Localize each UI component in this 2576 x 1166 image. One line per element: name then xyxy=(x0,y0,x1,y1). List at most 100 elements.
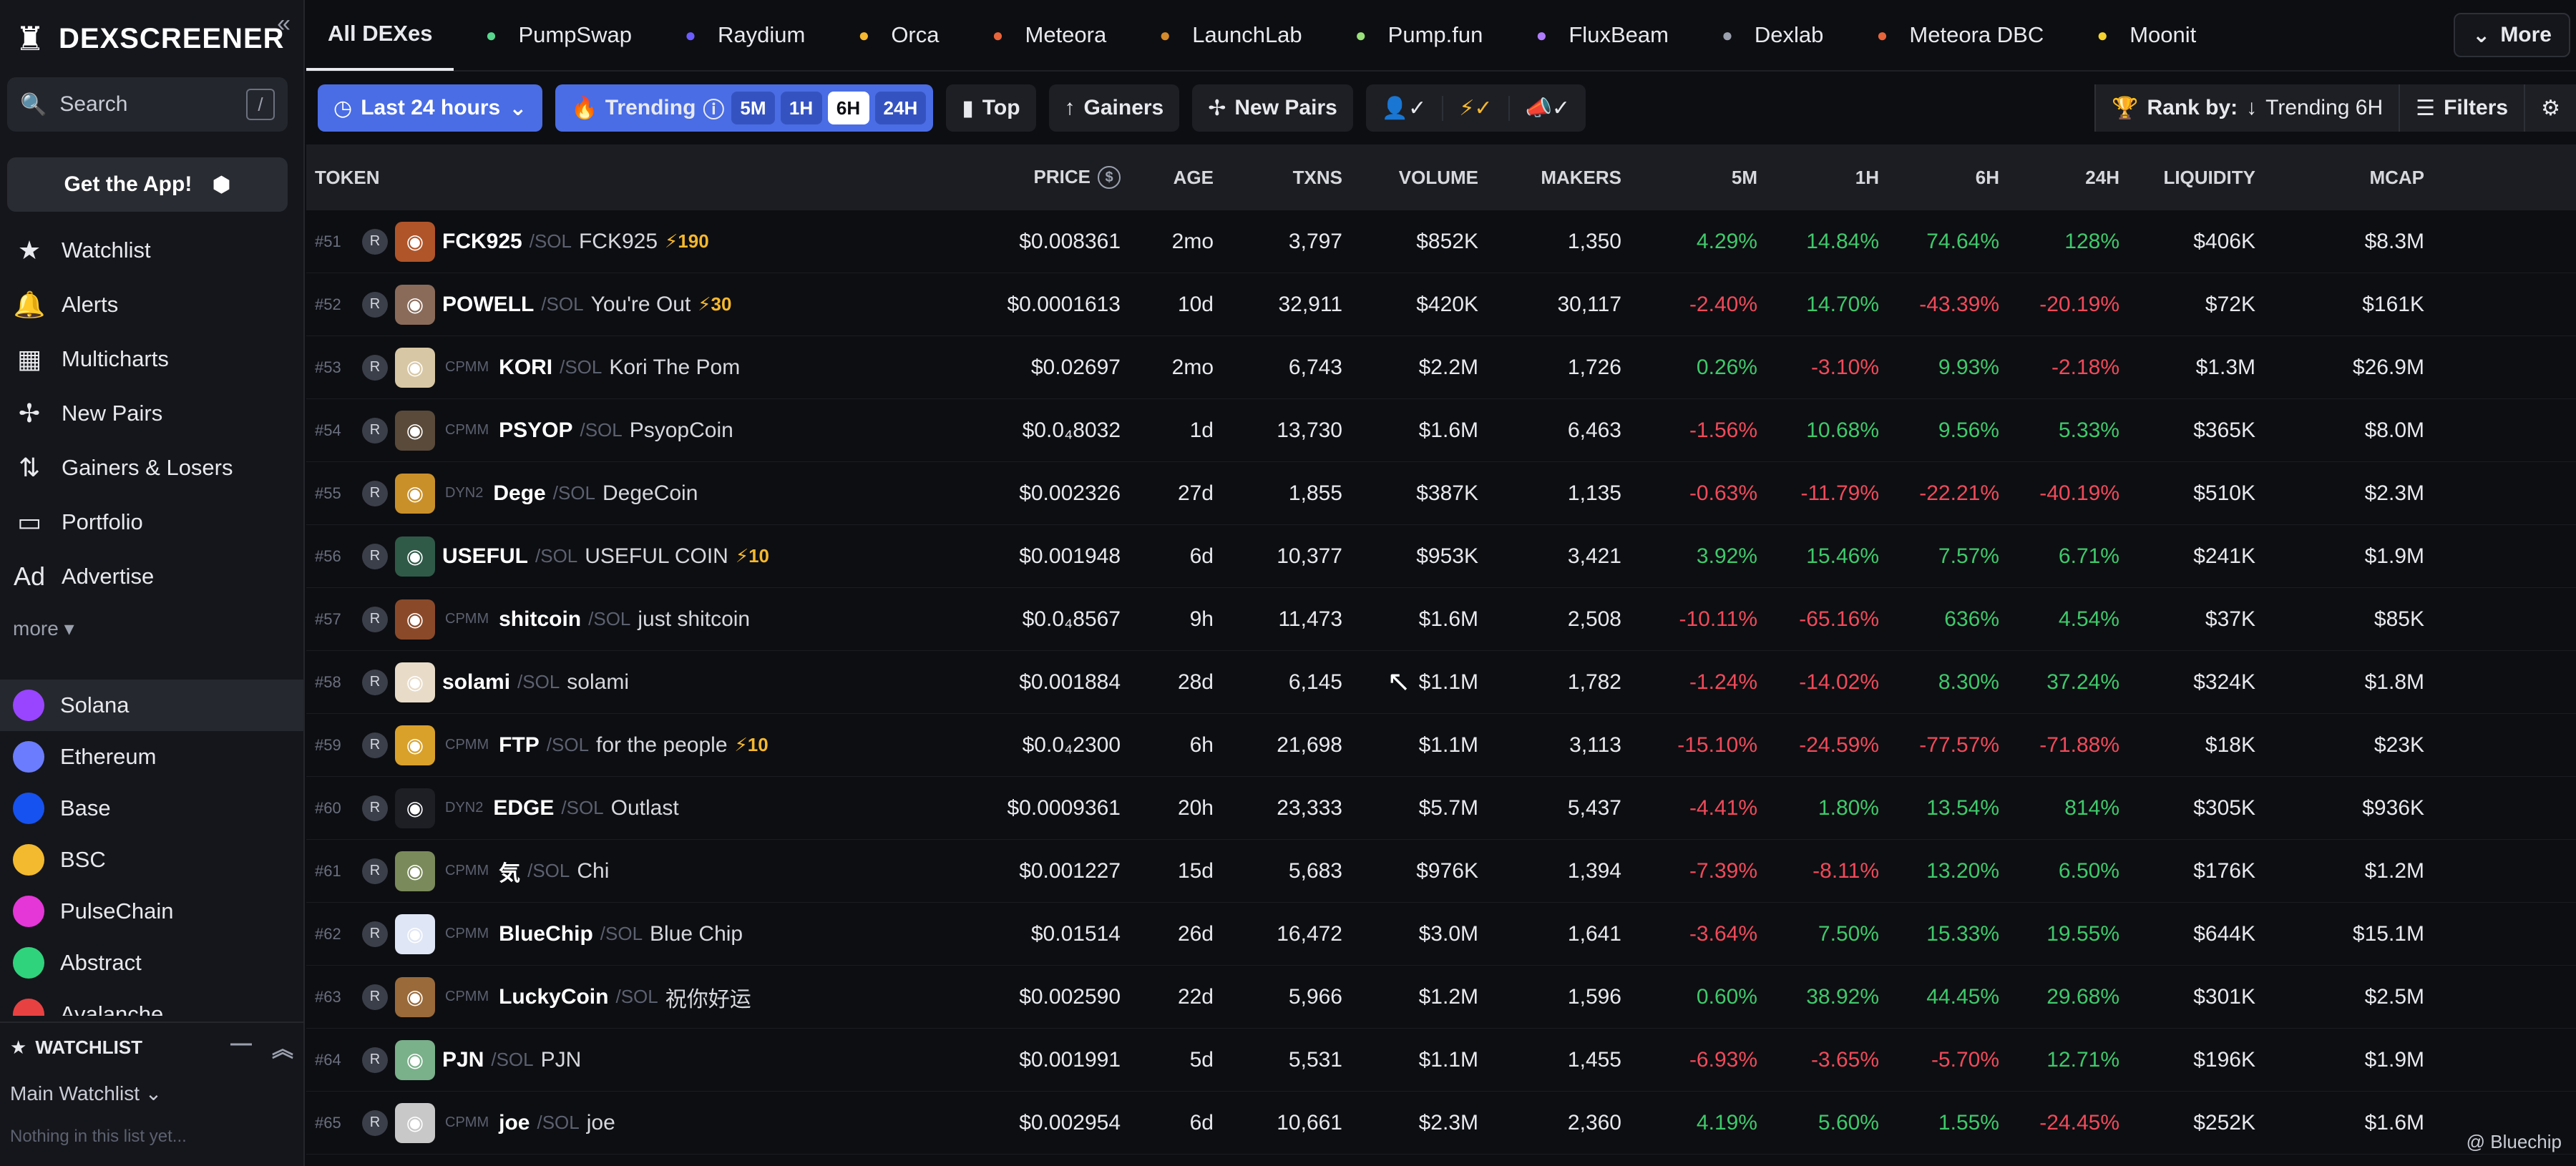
quote-symbol: /SOL xyxy=(600,923,643,944)
collapse-sidebar-icon[interactable]: « xyxy=(277,10,291,37)
tab-meteora-dbc[interactable]: ● Meteora DBC xyxy=(1845,0,2065,71)
table-row[interactable]: #58 R ◉ solami/SOL solami $0.001884 28d 6,145 $1… xyxy=(306,651,2576,714)
trophy-icon: 🏆 xyxy=(2112,96,2139,120)
boost-check-icon[interactable]: ⚡✓ xyxy=(1443,95,1510,121)
rank-by-button[interactable]: 🏆 Rank by: ↓ Trending 6H xyxy=(2094,84,2399,132)
tab-pump-fun[interactable]: ● Pump.fun xyxy=(1324,0,1505,71)
column-header-liquidity[interactable]: LIQUIDITY xyxy=(2163,166,2255,188)
table-row[interactable]: #54 R ◉ CPMM PSYOP/SOL PsyopCoin $0.0₄8032 1d 13… xyxy=(306,399,2576,462)
txns-cell: 16,472 xyxy=(1277,921,1342,946)
table-row[interactable]: #61 R ◉ CPMM 気/SOL Chi $0.001227 15d 5,683 $976K 1… xyxy=(306,840,2576,903)
tab-moonit[interactable]: ● Moonit xyxy=(2065,0,2218,71)
column-header-6h[interactable]: 6H xyxy=(1975,166,1999,188)
user-check-icon[interactable]: 👤✓ xyxy=(1366,95,1444,121)
table-row[interactable]: #53 R ◉ CPMM KORI/SOL Kori The Pom $0.02697 2mo… xyxy=(306,336,2576,399)
column-header-volume[interactable]: VOLUME xyxy=(1398,166,1478,188)
tab-fluxbeam[interactable]: ● FluxBeam xyxy=(1504,0,1690,71)
column-header-5m[interactable]: 5M xyxy=(1731,166,1757,188)
sidebar-item-alerts[interactable]: 🔔 Alerts xyxy=(0,278,303,332)
h6-cell: 9.93% xyxy=(1938,355,1999,379)
makers-cell: 1,135 xyxy=(1567,481,1621,505)
chain-item-bsc[interactable]: BSC xyxy=(0,834,303,886)
chain-item-ethereum[interactable]: Ethereum xyxy=(0,731,303,783)
volume-cell: $1.1M xyxy=(1418,670,1478,694)
get-app-button[interactable]: Get the App! ⬢ xyxy=(7,157,288,212)
tab-label: Raydium xyxy=(717,22,806,47)
m5-cell: 0.26% xyxy=(1696,355,1757,379)
sidebar-item-multicharts[interactable]: ▦ Multicharts xyxy=(0,332,303,386)
column-header-mcap[interactable]: MCAP xyxy=(2369,166,2424,188)
tab-all-dexes[interactable]: All DEXes xyxy=(306,0,454,71)
segment-1h[interactable]: 1H xyxy=(780,92,822,124)
collapse-up-icon[interactable]: ︽ xyxy=(272,1038,293,1062)
table-row[interactable]: #60 R ◉ DYN2 EDGE/SOL Outlast $0.0009361 20h 23,… xyxy=(306,777,2576,840)
tab-label: FluxBeam xyxy=(1568,22,1669,47)
table-row[interactable]: #64 R ◉ PJN/SOL PJN $0.001991 5d 5,531 $1.1M 1,45… xyxy=(306,1029,2576,1092)
table-row[interactable]: #55 R ◉ DYN2 Dege/SOL DegeCoin $0.002326 27d 1,8… xyxy=(306,462,2576,525)
age-cell: 2mo xyxy=(1171,229,1214,253)
table-row[interactable]: #51 R ◉ FCK925/SOL FCK925 ⚡190 $0.008361 2mo 3,7… xyxy=(306,210,2576,273)
makers-cell: 3,421 xyxy=(1567,544,1621,568)
dex-tabs: All DEXes ● PumpSwap ● Raydium ● Orca ● Meteora ●… xyxy=(306,0,2576,72)
new-pairs-button[interactable]: ✢ New Pairs xyxy=(1192,84,1353,132)
makers-cell: 1,394 xyxy=(1567,858,1621,883)
logo[interactable]: ♜ DEXSCREENER xyxy=(10,17,285,60)
price-cell: $0.002954 xyxy=(1019,1110,1121,1135)
segment-24h[interactable]: 24H xyxy=(874,92,927,124)
sidebar-item-portfolio[interactable]: ▭ Portfolio xyxy=(0,495,303,549)
period-select[interactable]: ◷ Last 24 hours ⌄ xyxy=(318,84,543,132)
tab-dexlab[interactable]: ● Dexlab xyxy=(1690,0,1845,71)
sidebar-item-gainers-losers[interactable]: ⇅ Gainers & Losers xyxy=(0,441,303,495)
chain-item-pulsechain[interactable]: PulseChain xyxy=(0,886,303,937)
currency-toggle-icon[interactable]: $ xyxy=(1098,166,1121,189)
more-link[interactable]: more ▾ xyxy=(13,617,74,640)
orca-icon: ● xyxy=(858,24,870,46)
chain-item-abstract[interactable]: Abstract xyxy=(0,937,303,989)
table-row[interactable]: #52 R ◉ POWELL/SOL You're Out ⚡30 $0.0001613 10… xyxy=(306,273,2576,336)
sidebar-item-advertise[interactable]: Ad Advertise xyxy=(0,549,303,604)
filters-button[interactable]: ☰ Filters xyxy=(2399,84,2524,132)
tab-launchlab[interactable]: ● LaunchLab xyxy=(1128,0,1323,71)
ethereum-icon xyxy=(13,741,44,773)
watchlist-select[interactable]: Main Watchlist ⌄ xyxy=(0,1072,303,1115)
liquidity-cell: $37K xyxy=(2205,607,2255,631)
column-header-age[interactable]: AGE xyxy=(1173,166,1214,188)
column-header-1h[interactable]: 1H xyxy=(1855,166,1879,188)
segment-5m[interactable]: 5M xyxy=(731,92,775,124)
tab-pumpswap[interactable]: ● PumpSwap xyxy=(454,0,653,71)
chain-item-avalanche[interactable]: Avalanche xyxy=(0,989,303,1016)
table-row[interactable]: #56 R ◉ USEFUL/SOL USEFUL COIN ⚡10 $0.001948 6d… xyxy=(306,525,2576,588)
chain-item-base[interactable]: Base xyxy=(0,783,303,834)
tab-orca[interactable]: ● Orca xyxy=(826,0,960,71)
tab-raydium[interactable]: ● Raydium xyxy=(653,0,826,71)
table-row[interactable]: #65 R ◉ CPMM joe/SOL joe $0.002954 6d 10,661 $2.3… xyxy=(306,1092,2576,1155)
dex-badge-icon: R xyxy=(362,732,388,758)
table-row[interactable]: #62 R ◉ CPMM BlueChip/SOL Blue Chip $0.01514 26… xyxy=(306,903,2576,966)
mcap-cell: $8.0M xyxy=(2364,418,2424,442)
trending-toggle[interactable]: 🔥 Trending ⓘ 5M 1H 6H 24H xyxy=(555,84,934,132)
column-header-token[interactable]: TOKEN xyxy=(315,166,380,188)
table-row[interactable]: #59 R ◉ CPMM FTP/SOL for the people ⚡10 $0.0₄23… xyxy=(306,714,2576,777)
column-header-txns[interactable]: TXNS xyxy=(1292,166,1342,188)
search-button[interactable]: 🔍 Search / xyxy=(7,77,288,132)
more-dexes-button[interactable]: ⌄ More xyxy=(2454,13,2570,57)
table-row[interactable]: #63 R ◉ CPMM LuckyCoin/SOL 祝你好运 $0.002590 22d 5,… xyxy=(306,966,2576,1029)
minimize-icon[interactable]: — xyxy=(230,1032,252,1055)
top-button[interactable]: ▮ Top xyxy=(946,84,1036,132)
sidebar-item-new-pairs[interactable]: ✢ New Pairs xyxy=(0,386,303,441)
dex-badge-icon: R xyxy=(362,921,388,947)
sidebar-item-watchlist[interactable]: ★ Watchlist xyxy=(0,223,303,278)
column-header-makers[interactable]: MAKERS xyxy=(1541,166,1621,188)
ads-check-icon[interactable]: 📣✓ xyxy=(1525,96,1571,120)
table-row[interactable]: #57 R ◉ CPMM shitcoin/SOL just shitcoin $0.0₄8… xyxy=(306,588,2576,651)
tab-meteora[interactable]: ● Meteora xyxy=(961,0,1128,71)
h24-cell: 19.55% xyxy=(2046,921,2119,946)
gainers-button[interactable]: ↑ Gainers xyxy=(1048,84,1180,132)
boost-badge: ⚡190 xyxy=(665,230,709,252)
chain-item-solana[interactable]: Solana xyxy=(0,680,303,731)
settings-button[interactable]: ⚙ xyxy=(2524,84,2576,132)
dex-badge-icon: R xyxy=(362,606,388,632)
segment-6h[interactable]: 6H xyxy=(827,92,869,124)
column-header-24h[interactable]: 24H xyxy=(2085,166,2119,188)
column-header-price[interactable]: PRICE $ xyxy=(947,166,1129,189)
